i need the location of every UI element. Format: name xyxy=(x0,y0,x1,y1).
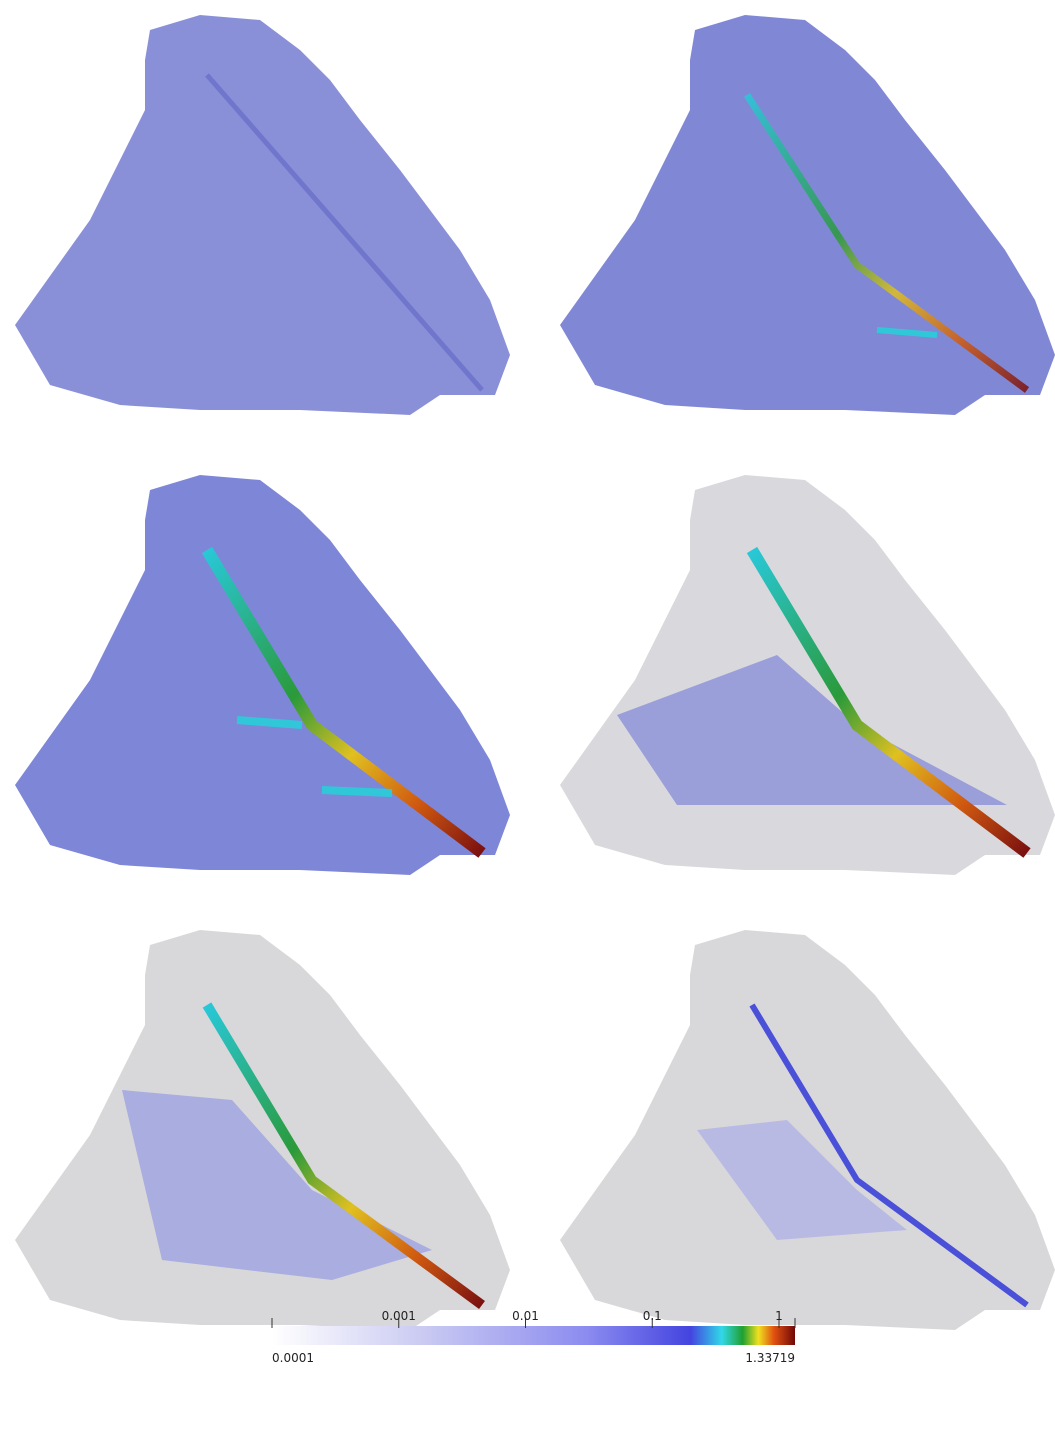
panel xyxy=(15,15,510,415)
panel xyxy=(560,930,1055,1330)
panel xyxy=(560,15,1055,415)
panel xyxy=(15,930,510,1330)
tick-label: 0.01 xyxy=(512,1309,539,1323)
tick-label: 0.1 xyxy=(643,1309,662,1323)
tick-label: 1 xyxy=(775,1309,783,1323)
panel xyxy=(560,475,1055,875)
figure: 0.001 0.01 0.1 1 0.0001 1.33719 xyxy=(0,0,1055,1445)
colorbar xyxy=(272,1326,795,1345)
range-label: 1.33719 xyxy=(745,1351,795,1365)
range-label: 0.0001 xyxy=(272,1351,314,1365)
tick-label: 0.001 xyxy=(382,1309,416,1323)
panel xyxy=(15,475,510,875)
